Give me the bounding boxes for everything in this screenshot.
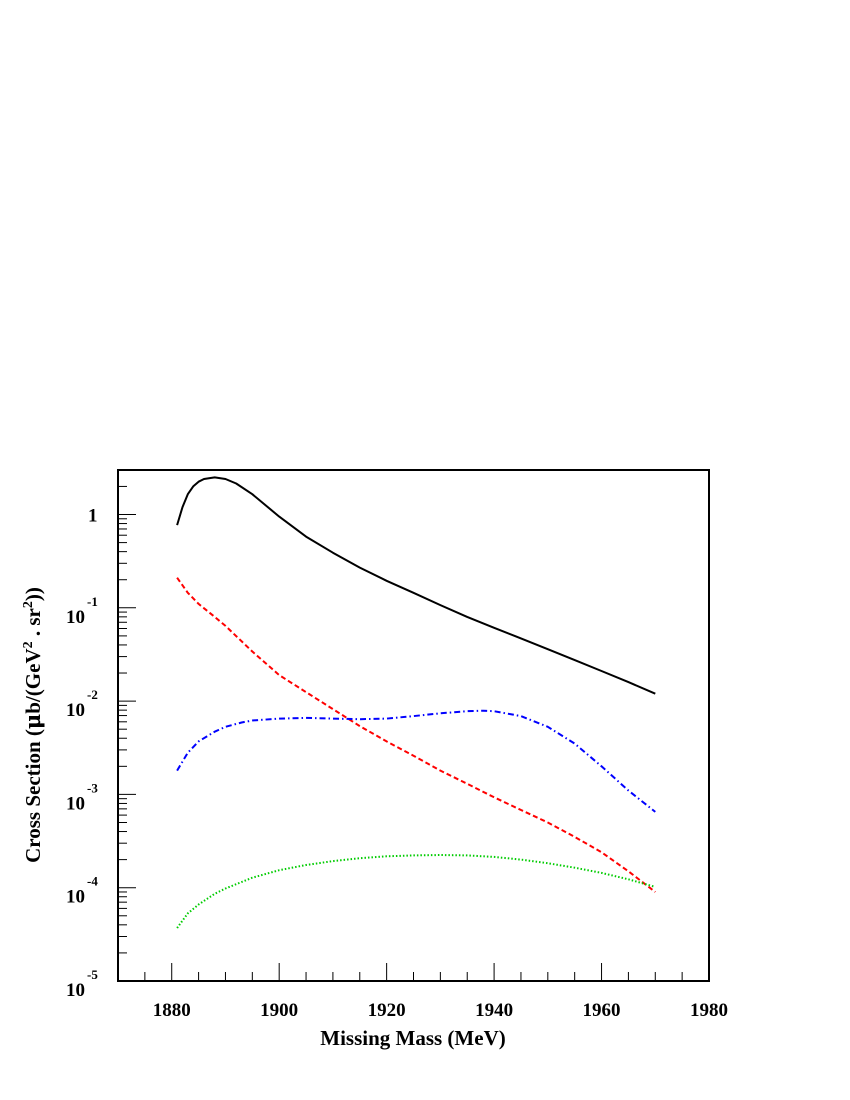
y-tick-label: 1 xyxy=(88,506,98,527)
x-tick-labels: 1880 1900 1920 1940 1960 1980 xyxy=(153,1000,728,1021)
x-tick-label: 1920 xyxy=(368,1000,406,1021)
series-line-solid xyxy=(176,476,656,695)
y-tick-exponent: -4 xyxy=(87,874,98,889)
y-tick-base: 10 xyxy=(66,700,85,721)
y-tick-base: 1 xyxy=(88,506,98,527)
series-line-dashed xyxy=(176,577,656,893)
y-axis-title-prefix: Cross Section ( xyxy=(21,729,45,863)
y-axis-title-sup2: 2 xyxy=(21,601,36,608)
y-tick-base: 10 xyxy=(66,607,85,628)
y-tick-exponent: -1 xyxy=(87,594,98,609)
series-layer xyxy=(176,476,656,929)
y-tick-base: 10 xyxy=(66,980,85,1001)
y-axis-title-mu: μ xyxy=(20,714,45,729)
y-axis-title-dot: . sr xyxy=(21,608,45,641)
y-tick-label: 10-2 xyxy=(66,687,98,721)
plot-frame xyxy=(117,469,710,982)
major-ticks xyxy=(118,514,710,982)
y-tick-label: 10-5 xyxy=(66,967,98,1001)
y-tick-label: 10-3 xyxy=(66,780,98,814)
x-tick-label: 1980 xyxy=(690,1000,728,1021)
y-tick-exponent: -3 xyxy=(87,780,98,795)
x-tick-label: 1900 xyxy=(260,1000,298,1021)
series-line-dotted xyxy=(176,854,656,929)
y-axis-title: Cross Section (μb/(GeV2 . sr2)) xyxy=(20,587,45,863)
y-tick-exponent: -2 xyxy=(87,687,98,702)
y-tick-exponent: -5 xyxy=(87,967,98,982)
y-tick-base: 10 xyxy=(66,793,85,814)
x-tick-label: 1960 xyxy=(583,1000,621,1021)
x-axis-title: Missing Mass (MeV) xyxy=(320,1026,505,1050)
x-tick-label: 1880 xyxy=(153,1000,191,1021)
y-tick-base: 10 xyxy=(66,887,85,908)
series-line-dashdot xyxy=(176,709,656,813)
y-axis-title-suffix: )) xyxy=(21,587,45,601)
y-axis-title-mid: b/(GeV xyxy=(21,648,45,713)
x-tick-label: 1940 xyxy=(475,1000,513,1021)
y-tick-labels: 110-110-210-310-410-5 xyxy=(66,506,98,1001)
minor-ticks xyxy=(117,469,683,981)
y-tick-label: 10-1 xyxy=(66,594,98,628)
y-tick-label: 10-4 xyxy=(66,874,98,908)
y-axis-title-sup1: 2 xyxy=(21,641,36,648)
